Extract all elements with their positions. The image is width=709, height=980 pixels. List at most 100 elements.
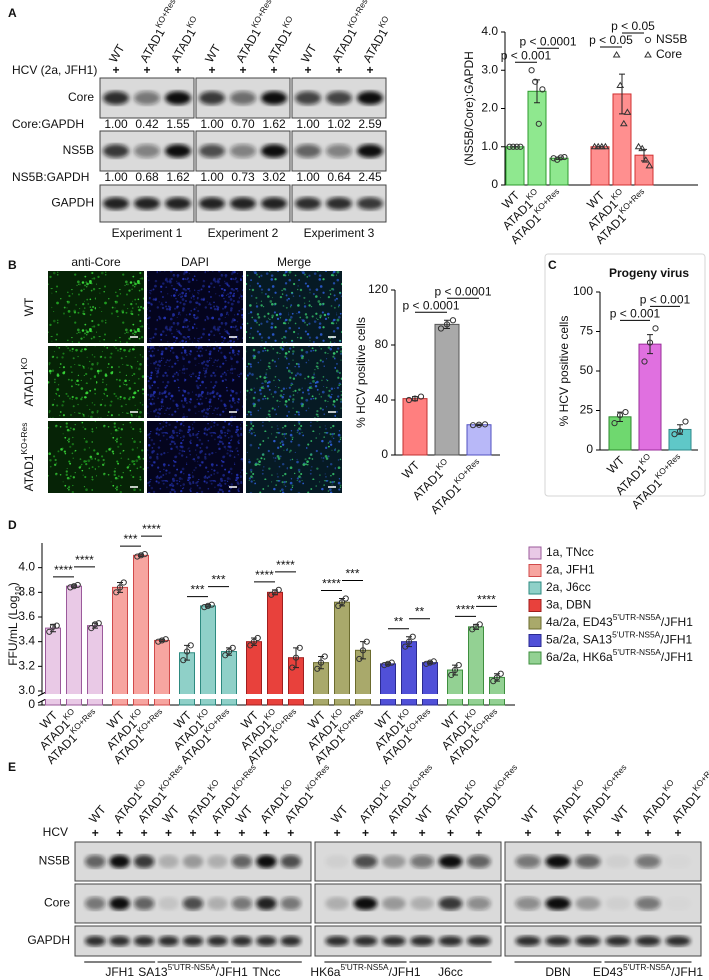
y-tick-label-part: 120 — [368, 282, 388, 296]
data-point — [141, 551, 148, 558]
legend-label-sup: 5'UTR-NS5A — [612, 630, 661, 640]
bar — [45, 627, 61, 706]
blot-band — [665, 897, 690, 910]
treatment-mark-part: + — [116, 826, 123, 840]
treatment-mark-part: + — [112, 63, 119, 77]
quant-value-part: 1.62 — [166, 170, 190, 184]
y-tick-label: 3.2 — [18, 659, 35, 673]
data-point — [67, 584, 74, 591]
treatment-label: HCV (2a, JFH1) — [12, 63, 97, 77]
image-row-label: WT — [22, 297, 36, 316]
quant-value: 0.42 — [135, 117, 159, 131]
treatment-mark-part: + — [447, 826, 454, 840]
micrograph — [246, 421, 342, 493]
blot-band — [325, 91, 353, 105]
significance-label-part: p < 0.001 — [501, 48, 552, 62]
blot-band — [102, 91, 130, 105]
treatment-mark: + — [334, 826, 341, 840]
significance-label: **** — [75, 553, 94, 567]
treatment-mark-part: + — [165, 826, 172, 840]
micrograph — [147, 271, 243, 343]
blot-band — [575, 854, 601, 869]
error-bar — [406, 636, 412, 648]
treatment-mark: + — [390, 826, 397, 840]
quant-value-part: 1.02 — [327, 117, 351, 131]
image-column-label: DAPI — [181, 255, 209, 269]
treatment-mark: + — [189, 826, 196, 840]
panel-label: C — [548, 258, 557, 272]
group-label: SA135'UTR-NS5A/JFH1 — [138, 962, 248, 979]
lane-label-part: ATAD1 — [669, 788, 704, 826]
lane-label: ATAD1KO — [358, 14, 397, 65]
data-point — [682, 418, 689, 425]
quant-value: 1.00 — [104, 170, 128, 184]
blot-row-label-part: NS5B — [39, 854, 70, 868]
significance-label: p < 0.05 — [589, 33, 633, 47]
data-point — [430, 658, 437, 665]
data-point — [53, 622, 60, 629]
group-label-part: /JFH1 — [216, 965, 248, 979]
treatment-mark-part: + — [92, 826, 99, 840]
data-point — [448, 671, 455, 679]
treatment-mark-part: + — [238, 826, 245, 840]
blot-band — [182, 896, 204, 911]
significance-label: *** — [190, 583, 204, 597]
data-point — [676, 427, 684, 435]
treatment-mark: + — [584, 826, 591, 840]
legend-label-part: 2a, J6cc — [546, 580, 591, 594]
data-point — [535, 120, 542, 127]
blot-band — [515, 854, 541, 869]
quant-value-part: 1.00 — [200, 170, 224, 184]
significance-label: *** — [123, 532, 137, 546]
quant-value: 0.68 — [135, 170, 159, 184]
y-axis-label: % HCV positive cells — [354, 317, 368, 428]
data-point — [134, 553, 141, 560]
lane-label-part: ATAD1 — [442, 788, 477, 826]
lane-label: ATAD1KO — [166, 14, 205, 65]
treatment-mark: + — [92, 826, 99, 840]
blot-band — [635, 854, 661, 869]
blot-band — [575, 935, 601, 947]
blot-row-label-part: Core — [68, 90, 94, 104]
legend-label: 4a/2a, ED435'UTR-NS5A/JFH1 — [546, 612, 693, 629]
treatment-mark: + — [214, 826, 221, 840]
lane-label: WT — [202, 41, 224, 65]
y-tick-label: 3.8 — [18, 585, 35, 599]
group-label: J6cc — [438, 965, 463, 979]
blot-band — [229, 91, 257, 105]
data-point — [532, 78, 539, 85]
quant-value-part: 3.02 — [262, 170, 286, 184]
treatment-label-part: HCV — [43, 825, 68, 839]
legend-label-part: /JFH1 — [660, 633, 692, 647]
error-bar — [318, 655, 324, 670]
blot-band — [294, 144, 322, 158]
lane-label-part: WT — [519, 802, 542, 826]
significance-label: **** — [142, 522, 161, 536]
y-axis-label-part: FFU/mL (Log — [6, 596, 20, 666]
bar — [527, 90, 547, 186]
treatment-mark: + — [335, 63, 342, 77]
blot-band — [605, 854, 631, 869]
y-tick-label-part: 50 — [580, 363, 594, 377]
data-point — [616, 81, 625, 89]
blot-band — [294, 91, 322, 105]
data-point — [641, 358, 648, 365]
significance-label-part: **** — [54, 563, 73, 577]
micrograph — [246, 346, 342, 418]
blot-band — [207, 854, 228, 869]
y-axis-label-part: ) — [6, 582, 20, 586]
significance-label-part: *** — [345, 567, 359, 581]
lane-label-part: ATAD1 — [329, 26, 360, 65]
blot-band — [102, 197, 130, 210]
y-tick-label: 120 — [368, 282, 388, 296]
significance-label: **** — [456, 603, 475, 617]
y-tick-label-part: 3.4 — [18, 634, 35, 648]
quant-value-part: 0.42 — [135, 117, 159, 131]
experiment-label: Experiment 1 — [112, 226, 183, 240]
lane-label-part: ATAD1 — [264, 26, 295, 65]
significance-label-part: p < 0.0001 — [519, 34, 576, 48]
lane-label: WT — [106, 41, 128, 65]
data-point — [222, 652, 229, 659]
data-point — [426, 659, 434, 666]
y-tick-label-part: 3.6 — [18, 609, 35, 623]
